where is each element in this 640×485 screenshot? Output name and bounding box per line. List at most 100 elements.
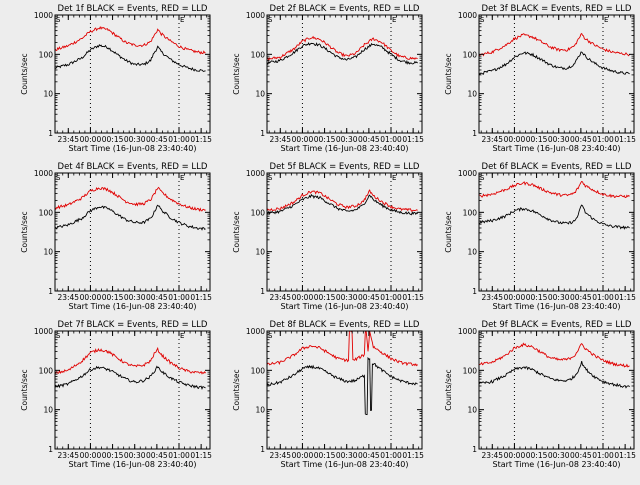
x-tick-label: 00:45 xyxy=(146,293,168,302)
y-tick-label: 10 xyxy=(255,406,265,415)
start-mark: S xyxy=(480,174,485,182)
y-tick-label: 100 xyxy=(39,366,54,375)
y-tick-label: 1 xyxy=(472,445,477,454)
y-tick-label: 1000 xyxy=(34,327,53,336)
start-mark: S xyxy=(56,174,61,182)
x-tick-label: 23:45 xyxy=(269,135,291,144)
end-mark: E xyxy=(392,332,396,340)
y-axis-label: Counts/sec xyxy=(444,53,453,94)
x-tick-label: 23:45 xyxy=(269,293,291,302)
series-events-line xyxy=(267,356,418,416)
x-tick-label: 00:30 xyxy=(124,293,146,302)
panel-title: Det 4f BLACK = Events, RED = LLD xyxy=(58,162,208,172)
panel-det-5: Det 5f BLACK = Events, RED = LLD S E 1 10 100… xyxy=(232,162,424,311)
end-mark: E xyxy=(392,174,396,182)
x-tick-label: 00:00 xyxy=(504,451,526,460)
x-tick-label: 00:30 xyxy=(336,451,358,460)
y-tick-label: 100 xyxy=(39,208,54,217)
x-tick-label: 00:00 xyxy=(504,293,526,302)
y-axis-label: Counts/sec xyxy=(232,369,241,410)
end-mark: E xyxy=(604,16,608,24)
x-tick-label: 00:45 xyxy=(570,135,592,144)
x-tick-label: 00:15 xyxy=(314,293,336,302)
y-axis-label: Counts/sec xyxy=(232,53,241,94)
x-tick-label: 00:15 xyxy=(526,135,548,144)
x-axis-label: Start Time (16-Jun-08 23:40:40) xyxy=(69,302,197,311)
y-tick-label: 10 xyxy=(467,406,477,415)
start-mark: S xyxy=(268,174,273,182)
y-tick-label: 1 xyxy=(472,129,477,138)
panel-det-4: Det 4f BLACK = Events, RED = LLD S E 1 10 100… xyxy=(20,162,212,311)
panel-title: Det 2f BLACK = Events, RED = LLD xyxy=(270,4,420,14)
x-tick-label: 01:15 xyxy=(190,135,212,144)
x-tick-label: 00:15 xyxy=(526,293,548,302)
y-tick-label: 1 xyxy=(260,445,265,454)
plot-frame xyxy=(266,14,423,134)
x-tick-label: 00:45 xyxy=(146,451,168,460)
x-tick-label: 01:15 xyxy=(190,451,212,460)
y-axis-label: Counts/sec xyxy=(232,211,241,252)
x-tick-label: 23:45 xyxy=(269,451,291,460)
x-tick-label: 00:15 xyxy=(314,135,336,144)
x-tick-label: 00:45 xyxy=(358,135,380,144)
x-tick-label: 00:00 xyxy=(292,293,314,302)
x-axis-label: Start Time (16-Jun-08 23:40:40) xyxy=(69,144,197,153)
series-events-line xyxy=(267,193,418,216)
series-events-line xyxy=(267,41,418,65)
panel-det-8: Det 8f BLACK = Events, RED = LLD S E 1 10 100… xyxy=(232,320,424,469)
x-axis-label: Start Time (16-Jun-08 23:40:40) xyxy=(493,460,621,469)
x-tick-label: 01:15 xyxy=(614,135,636,144)
panel-title: Det 6f BLACK = Events, RED = LLD xyxy=(482,162,632,172)
y-axis-label: Counts/sec xyxy=(20,211,29,252)
y-tick-label: 1000 xyxy=(246,327,265,336)
plot-frame xyxy=(478,14,635,134)
x-tick-label: 00:00 xyxy=(504,135,526,144)
x-tick-label: 00:30 xyxy=(336,135,358,144)
y-axis-label: Counts/sec xyxy=(444,211,453,252)
y-axis-label: Counts/sec xyxy=(20,369,29,410)
y-tick-label: 1000 xyxy=(34,169,53,178)
panel-title: Det 3f BLACK = Events, RED = LLD xyxy=(482,4,632,14)
panel-det-2: Det 2f BLACK = Events, RED = LLD S E 1 10 100… xyxy=(232,4,424,153)
x-tick-label: 23:45 xyxy=(57,451,79,460)
y-tick-label: 100 xyxy=(463,50,478,59)
y-tick-label: 100 xyxy=(39,50,54,59)
y-tick-label: 10 xyxy=(43,90,53,99)
end-mark: E xyxy=(392,16,396,24)
x-tick-label: 00:30 xyxy=(548,135,570,144)
x-tick-label: 01:00 xyxy=(168,135,190,144)
x-tick-label: 00:30 xyxy=(124,135,146,144)
y-tick-label: 100 xyxy=(251,366,266,375)
x-axis-label: Start Time (16-Jun-08 23:40:40) xyxy=(69,460,197,469)
series-lld-line xyxy=(55,186,206,212)
plot-frame xyxy=(478,330,635,450)
x-tick-label: 00:45 xyxy=(570,451,592,460)
x-tick-label: 00:15 xyxy=(102,293,124,302)
x-tick-label: 00:00 xyxy=(80,293,102,302)
x-tick-label: 00:15 xyxy=(314,451,336,460)
x-tick-label: 01:15 xyxy=(402,451,424,460)
series-lld-line xyxy=(479,342,630,368)
series-events-line xyxy=(55,43,206,73)
start-mark: S xyxy=(480,332,485,340)
x-tick-label: 00:30 xyxy=(548,293,570,302)
y-tick-label: 10 xyxy=(43,248,53,257)
end-mark: E xyxy=(180,332,184,340)
y-tick-label: 1000 xyxy=(34,11,53,20)
x-tick-label: 00:45 xyxy=(570,293,592,302)
x-tick-label: 23:45 xyxy=(481,451,503,460)
y-tick-label: 100 xyxy=(463,366,478,375)
y-tick-label: 1000 xyxy=(458,327,477,336)
x-tick-label: 01:15 xyxy=(402,135,424,144)
series-events-line xyxy=(55,365,206,391)
y-tick-label: 1 xyxy=(48,445,53,454)
plot-frame xyxy=(266,172,423,292)
y-tick-label: 100 xyxy=(251,50,266,59)
x-tick-label: 00:00 xyxy=(80,135,102,144)
x-tick-label: 23:45 xyxy=(481,293,503,302)
panel-det-3: Det 3f BLACK = Events, RED = LLD S E 1 10 100… xyxy=(444,4,636,153)
y-axis-label: Counts/sec xyxy=(444,369,453,410)
y-tick-label: 1 xyxy=(260,287,265,296)
